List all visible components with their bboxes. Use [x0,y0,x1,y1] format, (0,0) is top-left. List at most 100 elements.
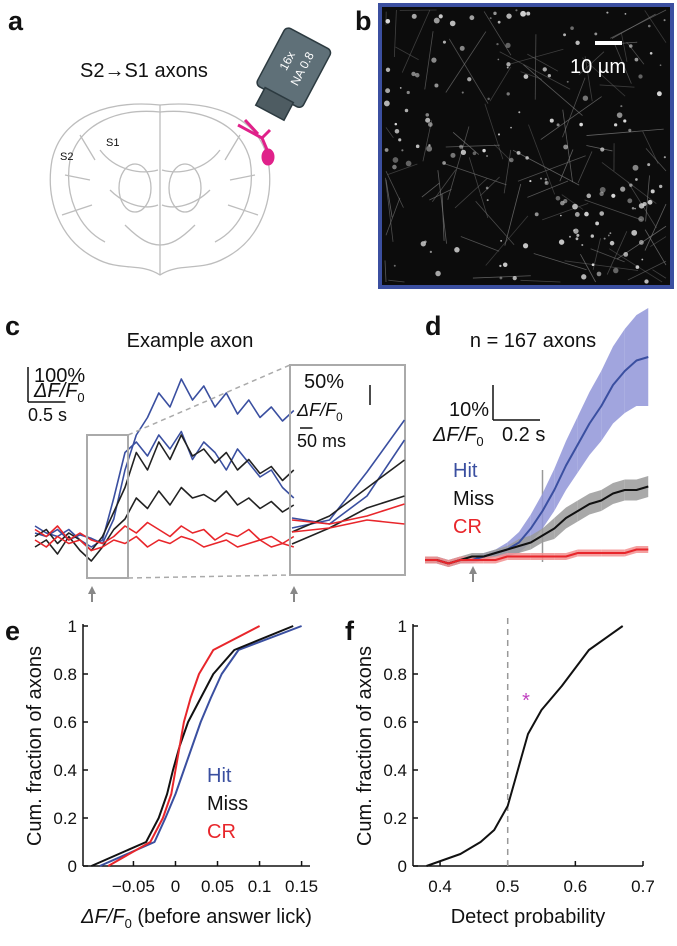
bouton [497,133,501,136]
unit-label: ΔF/F0 (before answer lick) [80,906,312,931]
bouton [415,144,420,149]
error-band [624,315,637,413]
bouton [472,151,477,156]
bouton [506,92,510,96]
trace [34,378,295,545]
fiber [503,149,512,194]
bouton [385,18,391,24]
bouton [607,234,610,237]
fiber [561,194,584,210]
bouton [624,12,627,15]
bouton [482,148,486,153]
bouton [547,73,551,78]
bouton [596,271,602,277]
inset-trace [291,495,405,545]
unit-part: 0 [336,411,343,424]
fiber [388,279,405,283]
fiber [590,248,625,263]
bouton [460,149,467,156]
scale-label: 100% [34,365,85,387]
bouton [404,108,409,113]
bouton [544,178,548,181]
bouton [510,126,512,129]
bouton [634,57,639,62]
y-tick-label: 0.4 [53,761,77,780]
x-tick-label: −0.05 [112,877,155,896]
fiber [528,124,556,195]
bouton [659,64,662,67]
y-tick-label: 0.4 [383,761,407,780]
fiber [424,31,434,90]
bouton [406,90,410,95]
fiber [582,57,626,97]
inset-box [289,364,406,576]
unit-label: ΔF/F0 [296,400,343,424]
inset-trace [291,439,406,525]
panel-label: e [5,616,20,646]
bouton [544,181,548,184]
unit-part: ΔF/F [33,380,79,402]
fiber [385,127,394,139]
bouton [623,252,629,257]
fiber [580,254,596,283]
bouton [384,148,389,152]
stimulus-arrow [290,586,298,602]
bouton [398,138,402,142]
fiber [395,46,419,61]
bouton [606,11,609,14]
error-band [542,518,555,543]
objective: 16x NA 0.8 [254,27,332,122]
bouton [581,244,584,247]
fiber [443,163,507,186]
legend-entry: Miss [207,793,248,815]
fiber [642,131,659,164]
bouton [385,67,391,72]
inset-trace [291,503,405,525]
y-tick-label: 0.6 [383,713,407,732]
bouton [647,199,653,205]
bouton [401,149,404,152]
bouton [385,88,391,94]
error-band [613,329,625,424]
unit-part: (before answer lick) [132,906,312,928]
fiber [509,48,564,65]
bouton [411,13,417,19]
fiber [385,177,394,242]
bouton [575,40,580,45]
bouton [591,263,595,267]
bouton [429,250,433,254]
bouton [650,189,655,194]
bouton [638,216,645,222]
fiber [445,31,487,93]
fiber [489,66,512,102]
bouton [442,161,446,165]
fiber [645,175,650,222]
bouton [641,258,644,261]
fiber [504,183,522,246]
annotation: * [522,690,530,712]
bouton [506,66,509,69]
fiber [627,260,667,281]
x-tick-label: 0.6 [564,877,588,896]
fiber [475,200,515,246]
fiber [578,51,605,76]
fiber [611,13,656,39]
bouton [603,237,606,240]
bouton [644,279,649,284]
fiber [523,64,583,116]
error-band [636,308,649,406]
panel-label: f [345,616,355,646]
bouton [518,111,521,114]
trace [34,535,295,552]
y-axis-label: Cum. fraction of axons [24,646,46,846]
zoom-connector [127,574,291,579]
fiber [559,149,574,182]
bouton [522,243,529,249]
fiber [527,53,559,72]
trace [34,521,295,545]
stimulus-arrow [469,566,477,582]
bouton [424,240,427,244]
bouton [497,20,501,24]
x-tick-label: 0.7 [631,877,655,896]
fiber [540,96,602,140]
